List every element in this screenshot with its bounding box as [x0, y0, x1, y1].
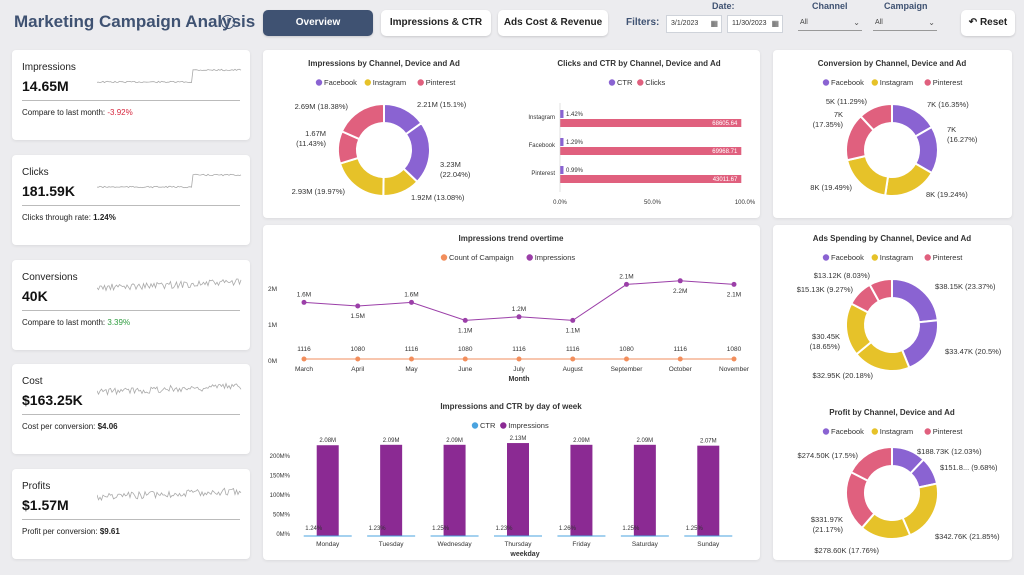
sparkline: [97, 382, 242, 397]
kpi-label: Impressions: [22, 62, 76, 73]
kpi-label: Profits: [22, 481, 51, 492]
spending-profit-card: [773, 225, 1012, 560]
kpi-subtext-prefix: Cost per conversion:: [22, 422, 98, 431]
kpi-subtext-value: $9.61: [99, 527, 120, 536]
kpi-subtext-prefix: Clicks through rate:: [22, 213, 94, 222]
kpi-value: 14.65M: [22, 78, 69, 94]
conversion-card: [773, 50, 1012, 218]
reset-button[interactable]: ↶ Reset: [961, 10, 1015, 36]
sparkline: [97, 487, 242, 502]
kpi-subtext-prefix: Profit per conversion:: [22, 527, 100, 536]
sparkline-path: [97, 173, 242, 189]
trend-card: [263, 225, 760, 560]
sparkline-path: [97, 487, 242, 502]
kpi-value: 40K: [22, 288, 48, 304]
date-label: Date:: [712, 1, 735, 11]
kpi-subtext: Profit per conversion: $9.61: [22, 527, 120, 536]
tab-overview[interactable]: Overview: [263, 10, 373, 36]
kpi-divider: [22, 519, 240, 520]
campaign-select[interactable]: All ⌄: [873, 15, 937, 31]
kpi-card-profits: Profits $1.57M Profit per conversion: $9.6…: [12, 469, 250, 559]
kpi-divider: [22, 414, 240, 415]
sparkline-path: [97, 68, 242, 84]
kpi-label: Clicks: [22, 167, 49, 178]
kpi-subtext-value: -3.92%: [107, 108, 133, 117]
date-to-value: 11/30/2023: [732, 20, 767, 27]
kpi-card-conversions: Conversions 40K Compare to last month: 3.3…: [12, 260, 250, 350]
kpi-label: Cost: [22, 376, 43, 387]
reset-icon: ↶: [968, 17, 978, 28]
kpi-value: $1.57M: [22, 497, 69, 513]
channel-select-value: All: [800, 19, 808, 26]
page-title: Marketing Campaign Analysis: [14, 12, 256, 31]
date-to-input[interactable]: 11/30/2023 ▦: [727, 15, 783, 33]
sparkline-path: [97, 382, 242, 397]
header-bar: Marketing Campaign Analysis i Overview I…: [0, 0, 1024, 46]
chevron-down-icon: ⌄: [928, 18, 935, 27]
date-from-value: 3/1/2023: [671, 20, 699, 27]
filters-label: Filters:: [626, 17, 660, 28]
tab-ads-cost-revenue[interactable]: Ads Cost & Revenue: [498, 10, 608, 36]
date-from-input[interactable]: 3/1/2023 ▦: [666, 15, 722, 33]
kpi-divider: [22, 310, 240, 311]
kpi-subtext: Cost per conversion: $4.06: [22, 422, 118, 431]
kpi-subtext-value: 3.39%: [107, 318, 131, 327]
channel-select[interactable]: All ⌄: [798, 15, 862, 31]
kpi-subtext-value: 1.24%: [93, 213, 116, 222]
kpi-subtext: Compare to last month: -3.92%: [22, 108, 133, 117]
tab-impressions-ctr[interactable]: Impressions & CTR: [381, 10, 491, 36]
reset-label: Reset: [979, 17, 1008, 28]
kpi-value: $163.25K: [22, 392, 83, 408]
kpi-card-cost: Cost $163.25K Cost per conversion: $4.06: [12, 364, 250, 454]
top-charts-card: [263, 50, 760, 218]
channel-label: Channel: [812, 1, 848, 11]
kpi-divider: [22, 100, 240, 101]
kpi-label: Conversions: [22, 272, 78, 283]
kpi-card-impressions: Impressions 14.65M Compare to last month: …: [12, 50, 250, 140]
campaign-label: Campaign: [884, 1, 928, 11]
sparkline-path: [97, 278, 242, 292]
sparkline: [97, 278, 242, 292]
sparkline: [97, 68, 242, 84]
sparkline: [97, 173, 242, 189]
kpi-subtext: Clicks through rate: 1.24%: [22, 213, 116, 222]
kpi-card-clicks: Clicks 181.59K Clicks through rate: 1.24%: [12, 155, 250, 245]
kpi-subtext-prefix: Compare to last month:: [22, 318, 108, 327]
kpi-subtext-prefix: Compare to last month:: [22, 108, 108, 117]
info-icon[interactable]: i: [221, 15, 235, 29]
kpi-subtext-value: $4.06: [97, 422, 118, 431]
kpi-subtext: Compare to last month: 3.39%: [22, 318, 130, 327]
kpi-value: 181.59K: [22, 183, 75, 199]
chevron-down-icon: ⌄: [853, 18, 860, 27]
calendar-icon: ▦: [710, 19, 718, 28]
calendar-icon: ▦: [771, 19, 779, 28]
campaign-select-value: All: [875, 19, 883, 26]
kpi-divider: [22, 205, 240, 206]
